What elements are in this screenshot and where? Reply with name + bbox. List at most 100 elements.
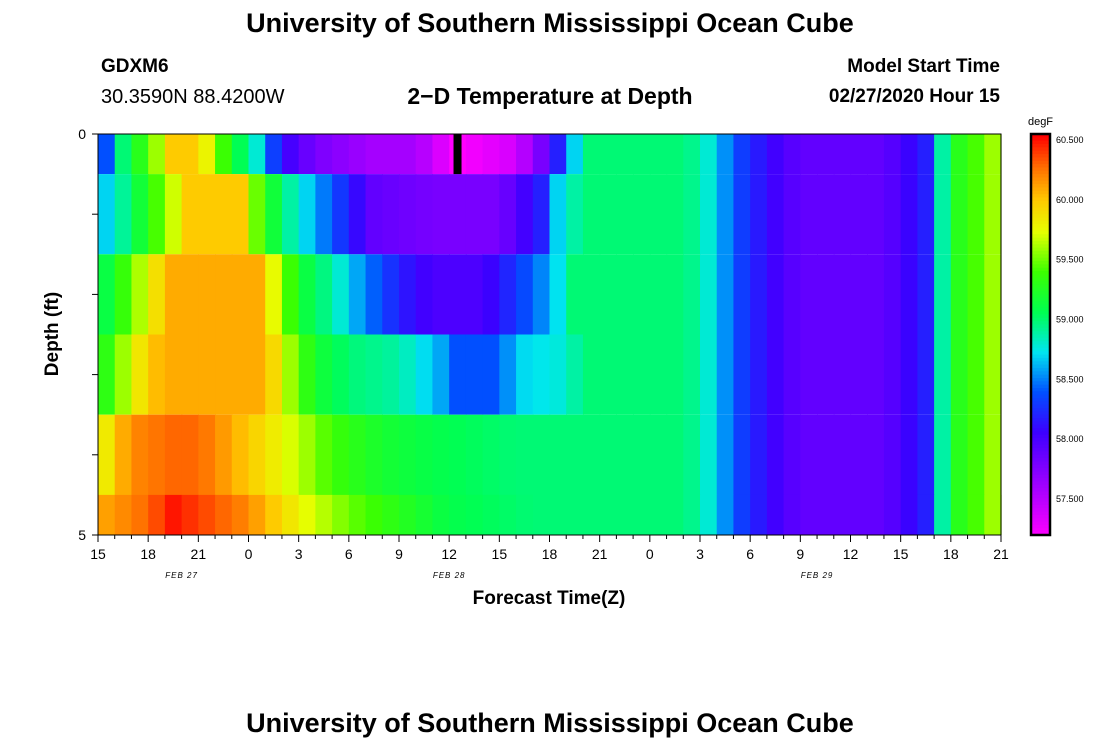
x-axis: 15 18 21 0 3 6 9 12 15 18 21 0 3 6 9 12 15 18 21 FEB 27 FEB … bbox=[90, 535, 1009, 580]
colorbar-swatch bbox=[1031, 391, 1050, 396]
heatmap-cell bbox=[98, 334, 116, 415]
heatmap-cell bbox=[415, 174, 434, 255]
heatmap-cell bbox=[399, 254, 417, 335]
colorbar-swatch bbox=[1031, 170, 1050, 175]
heatmap-cell bbox=[215, 134, 233, 175]
heatmap-cell bbox=[766, 494, 785, 535]
colorbar-swatch bbox=[1031, 408, 1050, 412]
colorbar-swatch bbox=[1031, 281, 1050, 285]
x-tick-label: 15 bbox=[492, 546, 508, 562]
heatmap-cell bbox=[98, 494, 116, 535]
heatmap-cell bbox=[499, 134, 517, 175]
colorbar-swatch bbox=[1031, 501, 1050, 506]
heatmap-cell bbox=[265, 174, 283, 255]
heatmap-cell bbox=[582, 134, 601, 175]
heatmap-cell bbox=[633, 334, 651, 415]
heatmap-cell bbox=[817, 494, 835, 535]
heatmap-cell bbox=[465, 494, 484, 535]
footer-title: University of Southern Mississippi Ocean… bbox=[246, 708, 854, 738]
heatmap-cell bbox=[332, 254, 350, 335]
heatmap-cell bbox=[750, 174, 768, 255]
heatmap-cell bbox=[649, 134, 668, 175]
heatmap-cell bbox=[148, 174, 166, 255]
x-tick-label: 3 bbox=[295, 546, 303, 562]
colorbar-swatch bbox=[1031, 177, 1050, 182]
colorbar-swatch bbox=[1031, 301, 1050, 306]
heatmap-cell bbox=[566, 494, 584, 535]
heatmap-cell bbox=[750, 134, 768, 175]
heatmap-cell bbox=[950, 334, 969, 415]
heatmap-cell bbox=[482, 174, 500, 255]
heatmap-cell bbox=[700, 334, 718, 415]
colorbar-swatch bbox=[1031, 287, 1050, 292]
colorbar-swatch bbox=[1031, 247, 1050, 252]
heatmap-cell bbox=[382, 254, 400, 335]
heatmap-cell bbox=[984, 254, 1002, 335]
heatmap-cell bbox=[131, 334, 149, 415]
colorbar-swatch bbox=[1031, 337, 1050, 342]
heatmap-cell bbox=[215, 174, 233, 255]
colorbar-swatch bbox=[1031, 184, 1050, 189]
colorbar-swatch bbox=[1031, 164, 1050, 169]
heatmap-cell bbox=[465, 334, 484, 415]
heatmap-cell bbox=[382, 134, 400, 175]
colorbar-swatch bbox=[1031, 484, 1050, 489]
heatmap-cell bbox=[950, 174, 969, 255]
colorbar-swatch bbox=[1031, 260, 1050, 265]
heatmap-cell bbox=[332, 334, 350, 415]
heatmap-cell bbox=[281, 134, 300, 175]
colorbar-swatch bbox=[1031, 244, 1050, 249]
colorbar-swatch bbox=[1031, 474, 1050, 479]
x-tick-label: 12 bbox=[843, 546, 859, 562]
heatmap-cell bbox=[917, 134, 935, 175]
heatmap-cell bbox=[164, 174, 183, 255]
heatmap-cell bbox=[449, 254, 467, 335]
heatmap-cell bbox=[616, 494, 634, 535]
heatmap-cell bbox=[850, 334, 868, 415]
heatmap-cell bbox=[549, 174, 567, 255]
colorbar-swatch bbox=[1031, 471, 1050, 476]
colorbar-swatch bbox=[1031, 274, 1050, 279]
y-tick-label: 0 bbox=[78, 126, 86, 142]
heatmap-cell bbox=[716, 494, 735, 535]
heatmap-cell bbox=[415, 134, 434, 175]
colorbar-swatch bbox=[1031, 144, 1050, 148]
colorbar-swatch bbox=[1031, 508, 1050, 513]
heatmap-cell bbox=[332, 494, 350, 535]
heatmap-cell bbox=[850, 494, 868, 535]
colorbar-swatch bbox=[1031, 234, 1050, 239]
heatmap-cell bbox=[532, 134, 551, 175]
heatmap-cell bbox=[465, 134, 484, 175]
heatmap-cell bbox=[716, 174, 735, 255]
colorbar-swatch bbox=[1031, 481, 1050, 486]
heatmap-cell bbox=[231, 254, 250, 335]
heatmap-cell bbox=[750, 494, 768, 535]
colorbar-swatch bbox=[1031, 478, 1050, 483]
heatmap-cell bbox=[850, 134, 868, 175]
station-coordinates: 30.3590N 88.4200W bbox=[101, 86, 285, 108]
colorbar-swatch bbox=[1031, 434, 1050, 439]
heatmap-cell bbox=[800, 174, 818, 255]
heatmap-cell bbox=[850, 174, 868, 255]
heatmap-cell bbox=[298, 134, 316, 175]
heatmap-cell bbox=[449, 174, 467, 255]
colorbar-swatch bbox=[1031, 180, 1050, 185]
heatmap-cell bbox=[633, 254, 651, 335]
heatmap-cell bbox=[231, 134, 250, 175]
colorbar-swatch bbox=[1031, 227, 1050, 232]
x-tick-label: 6 bbox=[746, 546, 754, 562]
colorbar-swatch bbox=[1031, 190, 1050, 195]
colorbar-swatch bbox=[1031, 327, 1050, 332]
heatmap-cells bbox=[98, 134, 1002, 535]
colorbar-unit: degF bbox=[1028, 116, 1053, 128]
heatmap-cell bbox=[883, 174, 902, 255]
colorbar-swatch bbox=[1031, 518, 1050, 523]
colorbar-swatch bbox=[1031, 307, 1050, 312]
heatmap-cell bbox=[365, 134, 383, 175]
heatmap-cell bbox=[399, 494, 417, 535]
heatmap-cell bbox=[934, 174, 952, 255]
heatmap-cell bbox=[332, 134, 350, 175]
colorbar-swatch bbox=[1031, 448, 1050, 453]
heatmap-cell bbox=[917, 174, 935, 255]
heatmap-cell bbox=[382, 174, 400, 255]
